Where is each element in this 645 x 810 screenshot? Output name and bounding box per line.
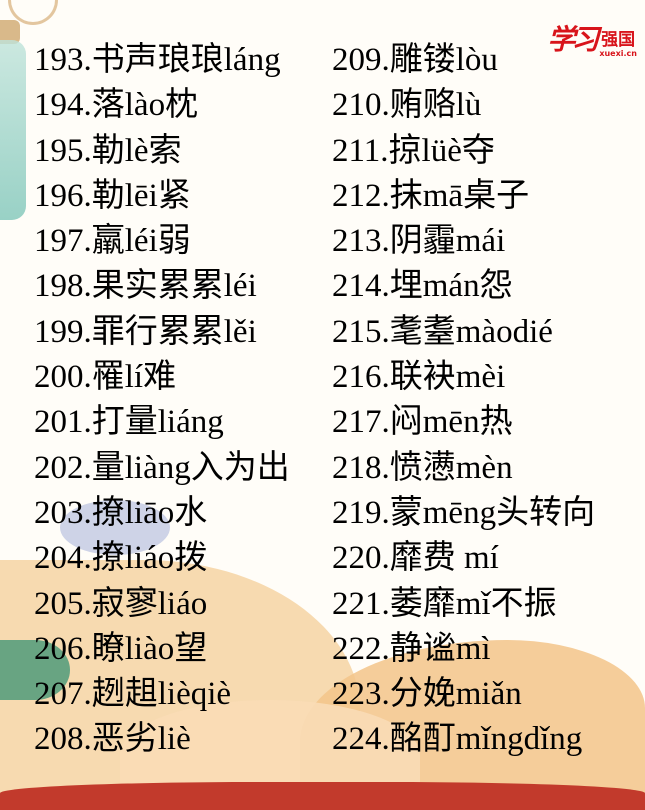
word-list-item: 224.酩酊mǐngdǐng [332,721,583,758]
word-list-item: 197.羸léi弱 [34,223,191,260]
word-list-item: 217.闷mēn热 [332,404,513,441]
word-list-item: 200.罹lí难 [34,359,177,396]
word-list-item: 219.蒙mēng头转向 [332,494,596,531]
word-list-item: 196.勒lēi紧 [34,177,191,214]
word-list-item: 207.趔趄lièqiè [34,676,232,713]
logo-script: 学习 [547,23,599,56]
word-list-item: 199.罪行累累lěi [34,313,257,350]
word-list-item: 203.撩liāo水 [34,494,208,531]
xuexi-logo: 学习 强国 xuexi.cn [547,18,637,58]
word-list-item: 211.掠lüè夺 [332,132,495,169]
word-list-item: 221.萎靡mǐ不振 [332,585,557,622]
word-list-item: 193.书声琅琅láng [34,42,281,78]
word-list-item: 216.联袂mèi [332,359,506,396]
word-list-item: 222.静谧mì [332,630,491,667]
word-list-item: 212.抹mā桌子 [332,177,530,214]
logo-url: xuexi.cn [599,49,637,58]
word-list-item: 195.勒lè索 [34,132,182,169]
word-list-item: 215.耄耋màodié [332,313,553,350]
word-list-item: 218.愤懑mèn [332,449,513,486]
word-list-item: 220.靡费 mí [332,540,499,577]
word-list-item: 205.寂寥liáo [34,585,208,622]
left-word-list: 193.书声琅琅láng 194.落lào枕 195.勒lè索 196.勒lēi紧 19… [34,38,324,763]
lantern-decoration [0,40,26,220]
word-list-item: 201.打量liáng [34,404,224,441]
right-word-list: 209.雕镂lòu 210.贿赂lù 211.掠lüè夺 212.抹mā桌子 213.阴… [332,38,632,763]
word-list-item: 209.雕镂lòu [332,42,498,78]
word-list-item: 223.分娩miǎn [332,676,522,713]
word-list-item: 213.阴霾mái [332,223,506,260]
word-list-item: 198.果实累累léi [34,268,257,305]
pine-decoration [0,640,70,700]
lantern-cap-decoration [0,20,20,44]
red-band-decoration [0,782,645,810]
word-list-item: 214.埋mán怨 [332,268,513,305]
word-list-item: 194.落lào枕 [34,87,199,124]
word-list-item: 202.量liàng入为出 [34,449,290,486]
blue-cloud-decoration [60,500,170,555]
word-list-item: 210.贿赂lù [332,87,482,124]
word-list-item: 206.瞭liào望 [34,630,208,667]
logo-name: 强国 [601,30,636,50]
word-list-item: 208.恶劣liè [34,721,191,758]
word-list-item: 204.撩liáo拨 [34,540,208,577]
